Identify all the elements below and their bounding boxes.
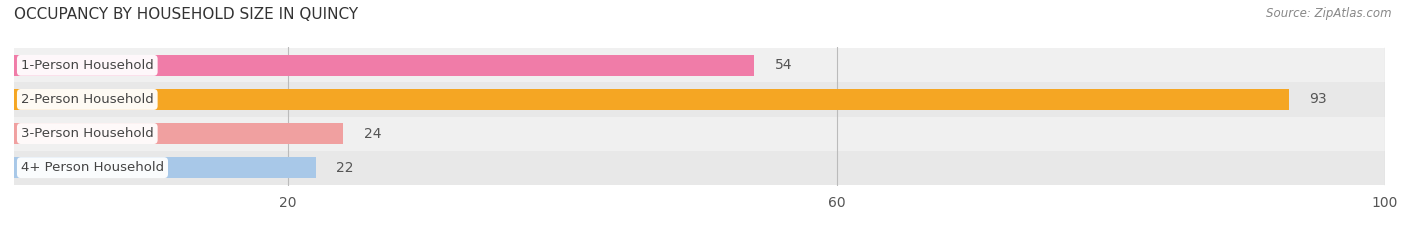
Text: 24: 24: [364, 127, 381, 140]
Text: 2-Person Household: 2-Person Household: [21, 93, 153, 106]
Text: 22: 22: [336, 161, 354, 175]
Bar: [14, 89, 1289, 110]
Text: Source: ZipAtlas.com: Source: ZipAtlas.com: [1267, 7, 1392, 20]
Bar: [14, 158, 315, 178]
Text: 1-Person Household: 1-Person Household: [21, 59, 153, 72]
Text: 4+ Person Household: 4+ Person Household: [21, 161, 165, 174]
Bar: [14, 116, 1385, 151]
Text: OCCUPANCY BY HOUSEHOLD SIZE IN QUINCY: OCCUPANCY BY HOUSEHOLD SIZE IN QUINCY: [14, 7, 359, 22]
Bar: [14, 82, 1385, 116]
Bar: [14, 48, 1385, 82]
Text: 93: 93: [1309, 93, 1327, 106]
Bar: [14, 151, 1385, 185]
Bar: [14, 123, 343, 144]
Text: 54: 54: [775, 58, 793, 72]
Text: 3-Person Household: 3-Person Household: [21, 127, 153, 140]
Bar: [14, 55, 754, 75]
